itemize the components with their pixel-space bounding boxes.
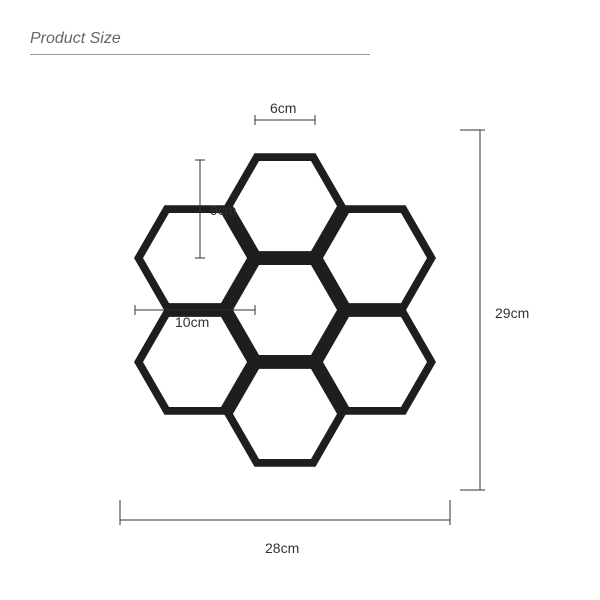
product-diagram bbox=[0, 0, 600, 600]
dim-label-top-flat: 6cm bbox=[270, 100, 296, 116]
dim-label-overall-w: 28cm bbox=[265, 540, 299, 556]
dim-label-hex-height: 9cm bbox=[210, 202, 236, 218]
dim-label-hex-width: 10cm bbox=[175, 314, 209, 330]
dim-label-overall-h: 29cm bbox=[495, 305, 529, 321]
